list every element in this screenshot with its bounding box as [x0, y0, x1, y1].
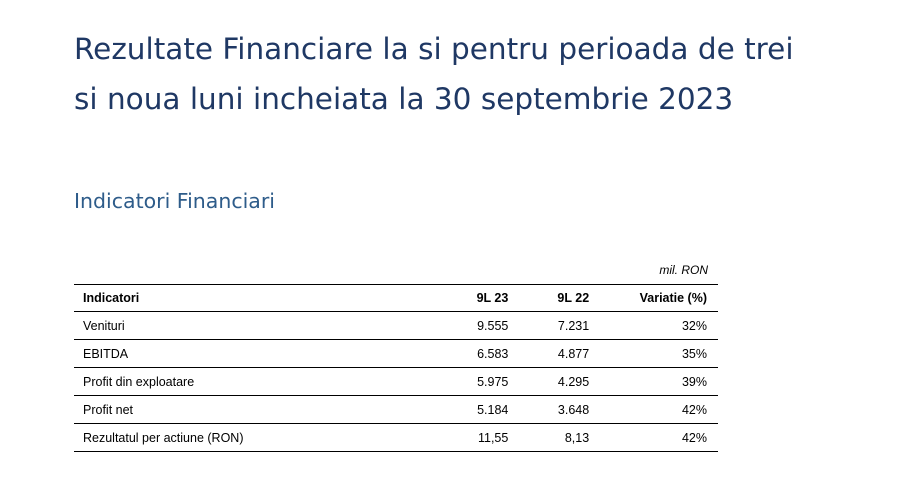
- table-header-row: Indicatori 9L 23 9L 22 Variatie (%): [74, 284, 718, 312]
- financial-indicators-table: Indicatori 9L 23 9L 22 Variatie (%) Veni…: [74, 284, 718, 452]
- unit-label: mil. RON: [659, 263, 708, 277]
- value-9l23: 11,55: [441, 423, 509, 452]
- row-label: EBITDA: [74, 339, 442, 368]
- page-title-line-1: Rezultate Financiare la si pentru perioa…: [74, 32, 794, 66]
- value-9l22: 4.877: [508, 339, 590, 368]
- value-9l22: 8,13: [508, 423, 590, 452]
- table-row: Rezultatul per actiune (RON) 11,55 8,13 …: [74, 423, 718, 452]
- row-label: Venituri: [74, 311, 442, 340]
- value-variatie: 39%: [589, 367, 718, 396]
- value-9l22: 4.295: [508, 367, 590, 396]
- value-9l22: 3.648: [508, 395, 590, 424]
- row-label: Profit net: [74, 395, 442, 424]
- table-row: Profit din exploatare 5.975 4.295 39%: [74, 367, 718, 396]
- value-variatie: 42%: [589, 395, 718, 424]
- page-title: Rezultate Financiare la si pentru perioa…: [74, 24, 794, 124]
- table-row: Venituri 9.555 7.231 32%: [74, 311, 718, 340]
- value-9l22: 7.231: [508, 311, 590, 340]
- value-variatie: 42%: [589, 423, 718, 452]
- header-9l22: 9L 22: [508, 284, 590, 312]
- header-9l23: 9L 23: [441, 284, 509, 312]
- row-label: Profit din exploatare: [74, 367, 442, 396]
- page-title-line-2: si noua luni incheiata la 30 septembrie …: [74, 82, 734, 116]
- section-subtitle: Indicatori Financiari: [74, 189, 275, 213]
- table-row: EBITDA 6.583 4.877 35%: [74, 339, 718, 368]
- value-9l23: 5.975: [441, 367, 509, 396]
- value-9l23: 9.555: [441, 311, 509, 340]
- table-row: Profit net 5.184 3.648 42%: [74, 395, 718, 424]
- value-variatie: 32%: [589, 311, 718, 340]
- value-variatie: 35%: [589, 339, 718, 368]
- header-indicatori: Indicatori: [74, 284, 442, 312]
- header-variatie: Variatie (%): [589, 284, 718, 312]
- value-9l23: 6.583: [441, 339, 509, 368]
- value-9l23: 5.184: [441, 395, 509, 424]
- row-label: Rezultatul per actiune (RON): [74, 423, 442, 452]
